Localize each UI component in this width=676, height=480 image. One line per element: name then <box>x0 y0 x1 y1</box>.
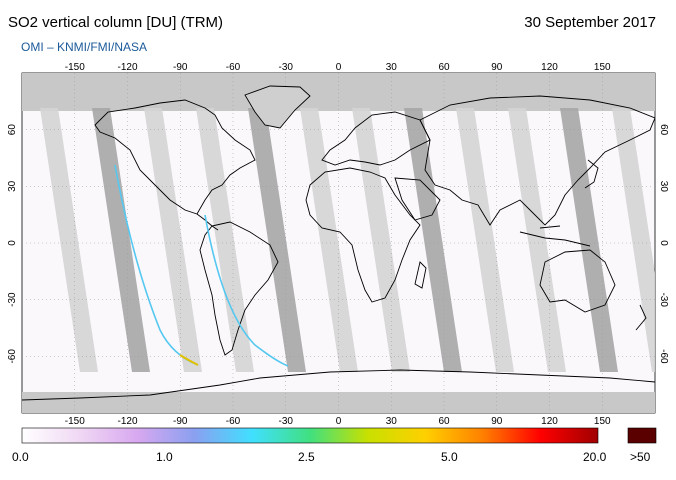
orbit-swath <box>92 108 150 372</box>
coastlines <box>22 85 655 401</box>
so2-trace-2 <box>204 214 289 367</box>
new-zealand <box>635 304 647 331</box>
graticule <box>22 73 655 413</box>
lon-tick-label: 0 <box>336 416 342 427</box>
orbit-swath <box>196 108 254 372</box>
colorbar <box>21 427 599 444</box>
lat-tick-label: 0 <box>658 240 669 246</box>
lat-tick-label: 30 <box>658 181 669 193</box>
arabia <box>394 177 441 221</box>
lon-tick-label: 30 <box>386 416 398 427</box>
lat-tick-label: -30 <box>658 292 669 307</box>
colorbar-label-4: 20.0 <box>583 450 607 464</box>
orbit-swath <box>144 108 202 372</box>
lon-tick-label: 90 <box>491 416 503 427</box>
latitude-ticks-right: 60 30 0 -30 -60 <box>658 124 669 364</box>
latitude-ticks-left: 60 30 0 -30 -60 <box>7 124 18 364</box>
madagascar <box>414 261 427 289</box>
lon-tick-label: -150 <box>65 416 85 427</box>
colorbar-label-5: >50 <box>630 450 651 464</box>
longitude-ticks-bottom: -150 -120 -90 -60 -30 0 30 60 90 120 150 <box>65 416 611 427</box>
central-america <box>196 213 219 231</box>
colorbar-label-1: 1.0 <box>156 450 173 464</box>
africa <box>305 167 421 303</box>
australia <box>539 249 616 313</box>
lon-tick-label: 120 <box>541 62 558 73</box>
lon-tick-label: -60 <box>226 416 241 427</box>
orbit-swath <box>456 108 514 372</box>
lat-tick-label: 30 <box>7 180 18 192</box>
lat-tick-label: -60 <box>658 349 669 364</box>
lat-tick-label: -30 <box>7 292 18 307</box>
orbit-swath <box>404 108 462 372</box>
lon-tick-label: 60 <box>438 416 450 427</box>
lon-tick-label: 150 <box>594 62 611 73</box>
lat-tick-label: 60 <box>658 124 669 136</box>
lon-tick-label: -120 <box>117 416 137 427</box>
indonesia <box>519 225 591 247</box>
lon-tick-label: -90 <box>173 62 188 73</box>
orbit-swath <box>352 108 410 372</box>
lon-tick-label: -150 <box>65 62 85 73</box>
colorbar-label-3: 5.0 <box>441 450 458 464</box>
data-credit: OMI – KNMI/FMI/NASA <box>21 40 148 54</box>
south-america <box>199 221 279 356</box>
lon-tick-label: -90 <box>173 416 188 427</box>
map-title: SO2 vertical column [DU] (TRM) <box>8 14 224 31</box>
colorbar-overflow <box>627 427 657 444</box>
orbit-swath <box>300 108 358 372</box>
asia <box>419 95 655 226</box>
lon-tick-label: 60 <box>438 62 450 73</box>
longitude-ticks-top: -150 -120 -90 -60 -30 0 30 60 90 120 150 <box>65 62 611 73</box>
lon-tick-label: 90 <box>491 62 503 73</box>
north-america <box>94 99 256 215</box>
colorbar-label-2: 2.5 <box>298 450 315 464</box>
lon-tick-label: 0 <box>336 62 342 73</box>
lon-tick-label: 30 <box>386 62 398 73</box>
map-date: 30 September 2017 <box>524 14 656 31</box>
lon-tick-label: -120 <box>117 62 137 73</box>
lon-tick-label: -30 <box>279 416 294 427</box>
colorbar-label-0: 0.0 <box>12 450 29 464</box>
lon-tick-label: 120 <box>541 416 558 427</box>
so2-trace-1-peak <box>179 354 199 366</box>
orbit-swath <box>40 108 98 372</box>
orbit-swaths <box>40 108 655 372</box>
north-polar-band <box>22 73 655 111</box>
greenland <box>244 85 311 129</box>
orbit-swath <box>248 108 306 372</box>
antarctica <box>22 369 655 401</box>
lon-tick-label: -30 <box>279 62 294 73</box>
japan <box>584 159 599 189</box>
orbit-swath <box>612 108 655 372</box>
lon-tick-label: -60 <box>226 62 241 73</box>
lat-tick-label: 0 <box>7 240 18 246</box>
lat-tick-label: -60 <box>7 349 18 364</box>
lat-tick-label: 60 <box>7 124 18 136</box>
lon-tick-label: 150 <box>594 416 611 427</box>
orbit-swath <box>508 108 566 372</box>
